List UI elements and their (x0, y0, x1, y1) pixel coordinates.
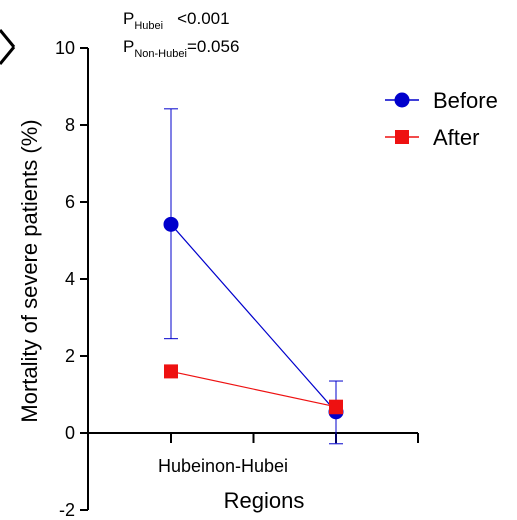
series-line (170, 370, 337, 408)
y-tick-label: 8 (65, 115, 75, 135)
data-point (163, 216, 179, 232)
y-tick-label: -2 (59, 500, 75, 520)
y-axis: -2 0 2 4 6 8 10 (55, 38, 89, 520)
y-tick-label: 10 (55, 38, 75, 58)
legend-item-after: After (385, 125, 479, 150)
p-hubei-annotation: PHubei <0.001 (123, 9, 230, 32)
x-axis (88, 432, 419, 443)
y-tick-label: 0 (65, 423, 75, 443)
data-point (329, 399, 343, 414)
series-before (163, 108, 344, 445)
legend-marker (395, 130, 409, 144)
y-tick-label: 4 (65, 269, 75, 289)
y-tick-label: 2 (65, 346, 75, 366)
series-after (164, 364, 343, 415)
x-category-labels: Hubeinon-Hubei (158, 456, 288, 476)
y-axis-title: Mortality of severe patients (%) (17, 119, 42, 422)
legend-marker (394, 92, 410, 108)
legend-item-before: Before (385, 88, 498, 113)
x-axis-title: Regions (224, 488, 305, 513)
series-line (170, 223, 337, 413)
y-tick-label: 6 (65, 192, 75, 212)
legend-label: After (433, 125, 479, 150)
bracket-mark (0, 29, 16, 65)
legend-label: Before (433, 88, 498, 113)
p-nonhubei-annotation: PNon-Hubei=0.056 (123, 37, 239, 60)
plot-area (163, 108, 344, 445)
legend: Before After (385, 88, 498, 150)
data-point (164, 364, 178, 379)
